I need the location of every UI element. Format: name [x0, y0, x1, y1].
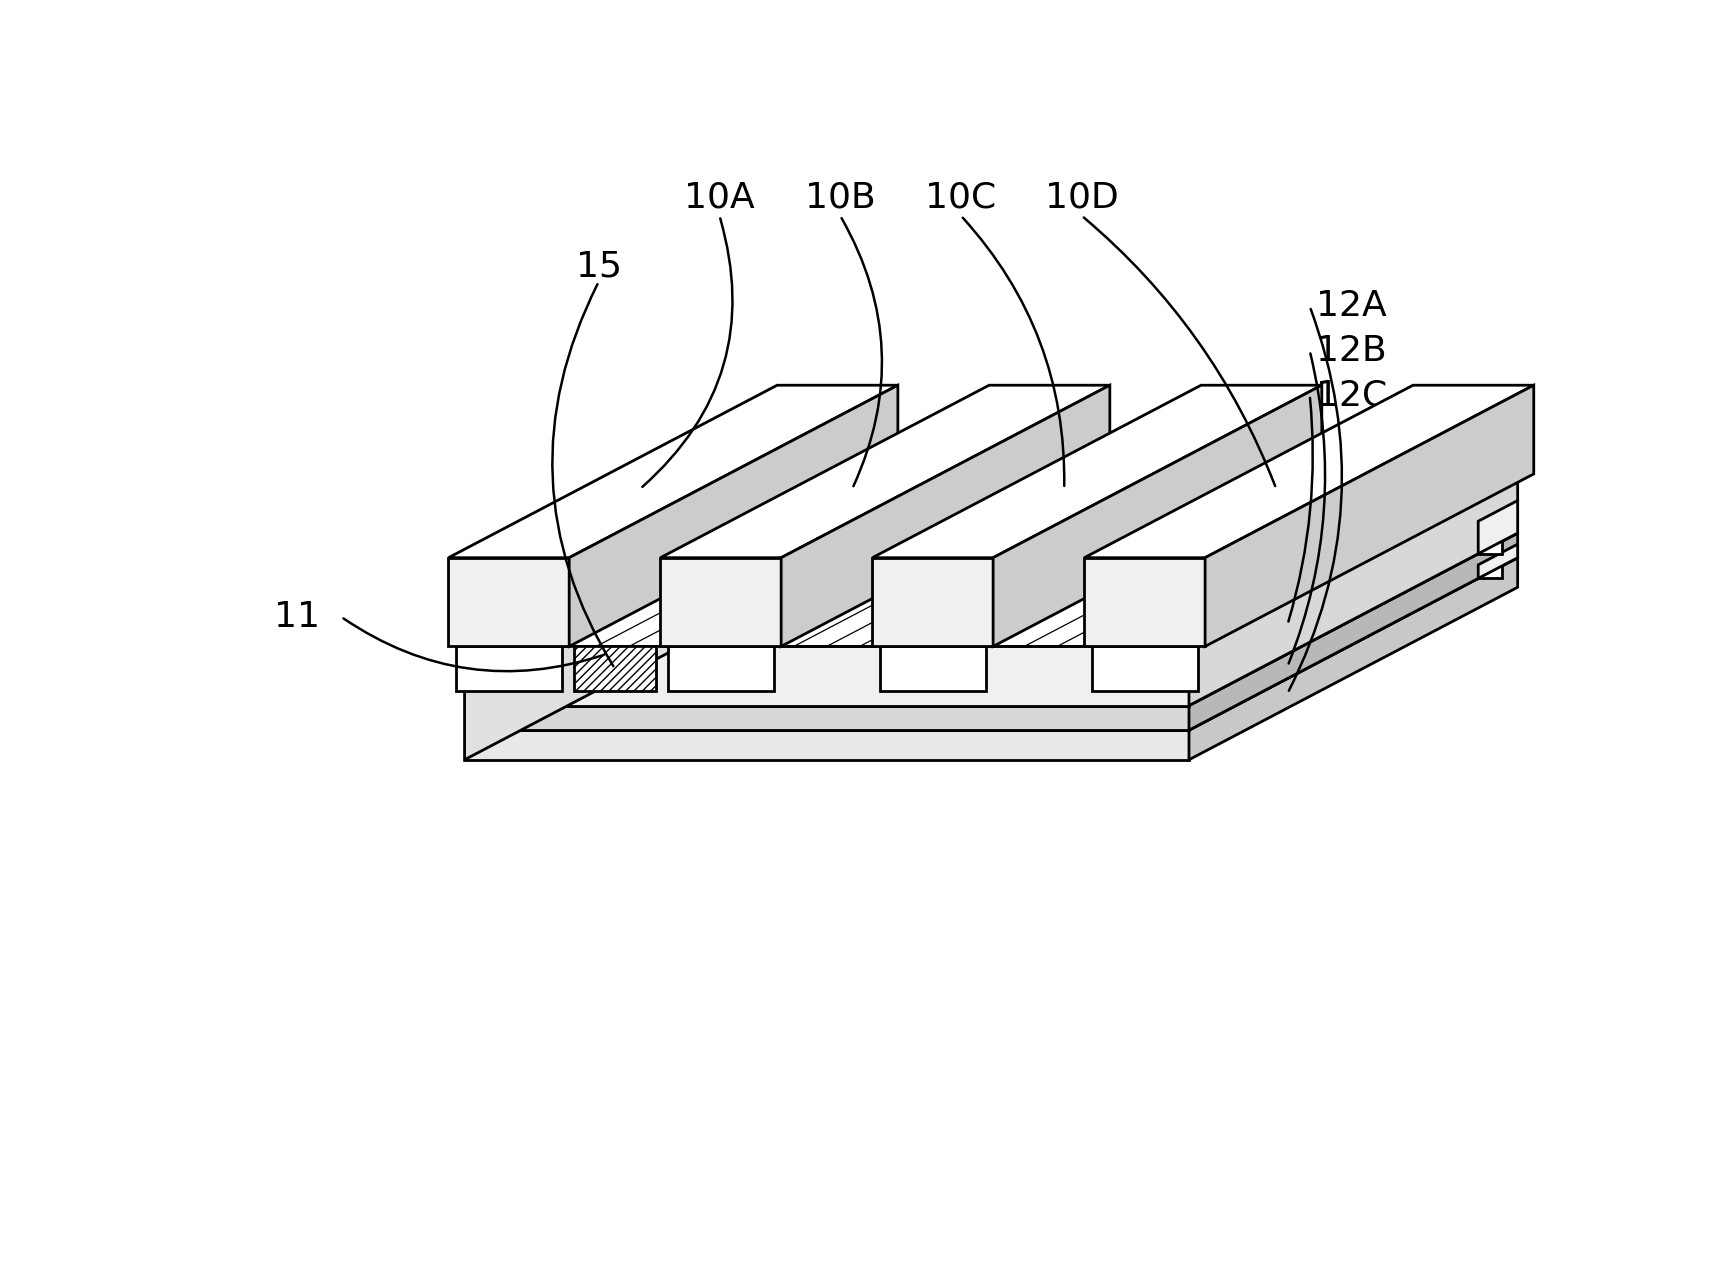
- Polygon shape: [1477, 521, 1502, 554]
- Polygon shape: [1477, 544, 1517, 579]
- Polygon shape: [668, 646, 773, 691]
- Polygon shape: [464, 705, 1189, 730]
- Text: 10B: 10B: [804, 180, 875, 215]
- Polygon shape: [464, 474, 792, 760]
- Polygon shape: [780, 385, 1109, 646]
- Polygon shape: [993, 385, 1322, 646]
- Polygon shape: [1189, 532, 1517, 730]
- Polygon shape: [872, 558, 993, 646]
- Polygon shape: [661, 558, 780, 646]
- Polygon shape: [872, 385, 1322, 558]
- Polygon shape: [1477, 564, 1502, 579]
- Polygon shape: [1477, 500, 1517, 554]
- Polygon shape: [1189, 558, 1517, 760]
- Text: 12C: 12C: [1315, 378, 1387, 412]
- Polygon shape: [1083, 558, 1204, 646]
- Polygon shape: [1092, 636, 1216, 646]
- Text: 10C: 10C: [926, 180, 996, 215]
- Polygon shape: [455, 636, 581, 646]
- Polygon shape: [464, 474, 1517, 646]
- Polygon shape: [573, 646, 656, 691]
- Text: 12B: 12B: [1315, 334, 1386, 367]
- Polygon shape: [448, 558, 569, 646]
- Text: 12A: 12A: [1315, 289, 1386, 324]
- Polygon shape: [569, 385, 898, 646]
- Polygon shape: [1204, 385, 1533, 646]
- Polygon shape: [879, 646, 986, 691]
- Polygon shape: [448, 385, 898, 558]
- Polygon shape: [1189, 474, 1517, 705]
- Polygon shape: [1092, 646, 1197, 691]
- Polygon shape: [464, 558, 1517, 730]
- Text: 10D: 10D: [1045, 180, 1118, 215]
- Polygon shape: [455, 646, 562, 691]
- Polygon shape: [1083, 385, 1533, 558]
- Polygon shape: [879, 636, 1005, 646]
- Polygon shape: [668, 636, 792, 646]
- Text: 15: 15: [576, 250, 621, 284]
- Polygon shape: [464, 730, 1189, 760]
- Polygon shape: [661, 385, 1109, 558]
- Text: 11: 11: [273, 600, 320, 634]
- Text: 10A: 10A: [683, 180, 754, 215]
- Polygon shape: [464, 532, 1517, 705]
- Polygon shape: [464, 646, 1189, 705]
- Polygon shape: [464, 474, 1517, 646]
